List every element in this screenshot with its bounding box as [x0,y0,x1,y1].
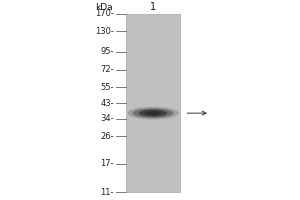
Text: 1: 1 [150,2,156,12]
Ellipse shape [133,108,173,118]
Text: 55-: 55- [100,83,114,92]
Bar [126,14,180,192]
Text: 17-: 17- [100,159,114,168]
Text: 130-: 130- [95,27,114,36]
Ellipse shape [145,111,161,115]
Ellipse shape [128,107,178,120]
Text: 11-: 11- [100,188,114,197]
Text: kDa: kDa [95,2,112,11]
Text: 95-: 95- [100,47,114,56]
Text: 72-: 72- [100,65,114,74]
Text: 26-: 26- [100,132,114,141]
Ellipse shape [139,110,167,117]
Text: 43-: 43- [100,99,114,108]
Text: 170-: 170- [95,9,114,18]
Text: 34-: 34- [100,114,114,123]
